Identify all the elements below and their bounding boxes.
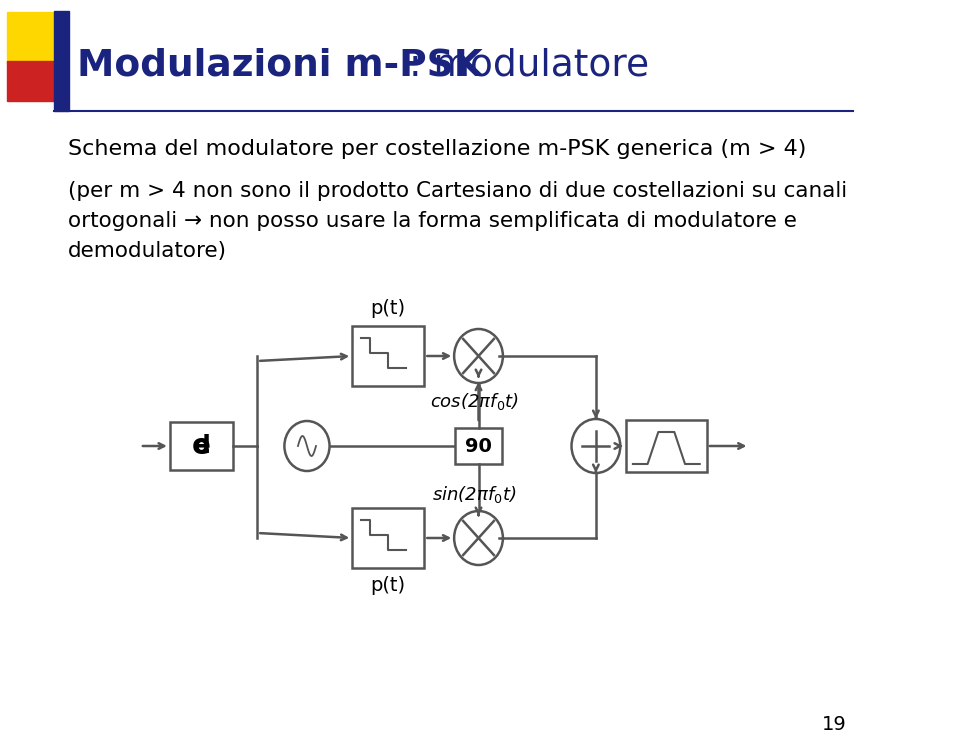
Text: Modulazioni m-PSK: Modulazioni m-PSK (77, 48, 483, 84)
Circle shape (454, 511, 503, 565)
Text: p(t): p(t) (371, 299, 406, 318)
Text: sin(2$\pi$f$_0$t): sin(2$\pi$f$_0$t) (432, 484, 516, 505)
Circle shape (454, 329, 503, 383)
Text: 19: 19 (822, 715, 847, 734)
Circle shape (284, 421, 329, 471)
Text: d: d (192, 434, 210, 458)
Text: cos(2$\pi$f$_0$t): cos(2$\pi$f$_0$t) (429, 391, 518, 412)
Text: (per m > 4 non sono il prodotto Cartesiano di due costellazioni su canali: (per m > 4 non sono il prodotto Cartesia… (68, 181, 847, 201)
Text: p(t): p(t) (371, 576, 406, 595)
Text: Schema del modulatore per costellazione m-PSK generica (m > 4): Schema del modulatore per costellazione … (68, 139, 806, 159)
Text: : modulatore: : modulatore (409, 48, 649, 84)
Text: ortogonali → non posso usare la forma semplificata di modulatore e: ortogonali → non posso usare la forma se… (68, 211, 797, 231)
Bar (54, 11, 68, 111)
Bar (455, 428, 502, 464)
Text: 90: 90 (465, 436, 492, 456)
Bar (352, 326, 424, 386)
Bar (626, 420, 707, 472)
Bar (8, 61, 54, 101)
Bar (352, 508, 424, 568)
Circle shape (571, 419, 620, 473)
Text: e: e (192, 432, 211, 460)
Bar (8, 12, 54, 64)
Bar (170, 422, 233, 470)
Text: demodulatore): demodulatore) (68, 241, 227, 261)
